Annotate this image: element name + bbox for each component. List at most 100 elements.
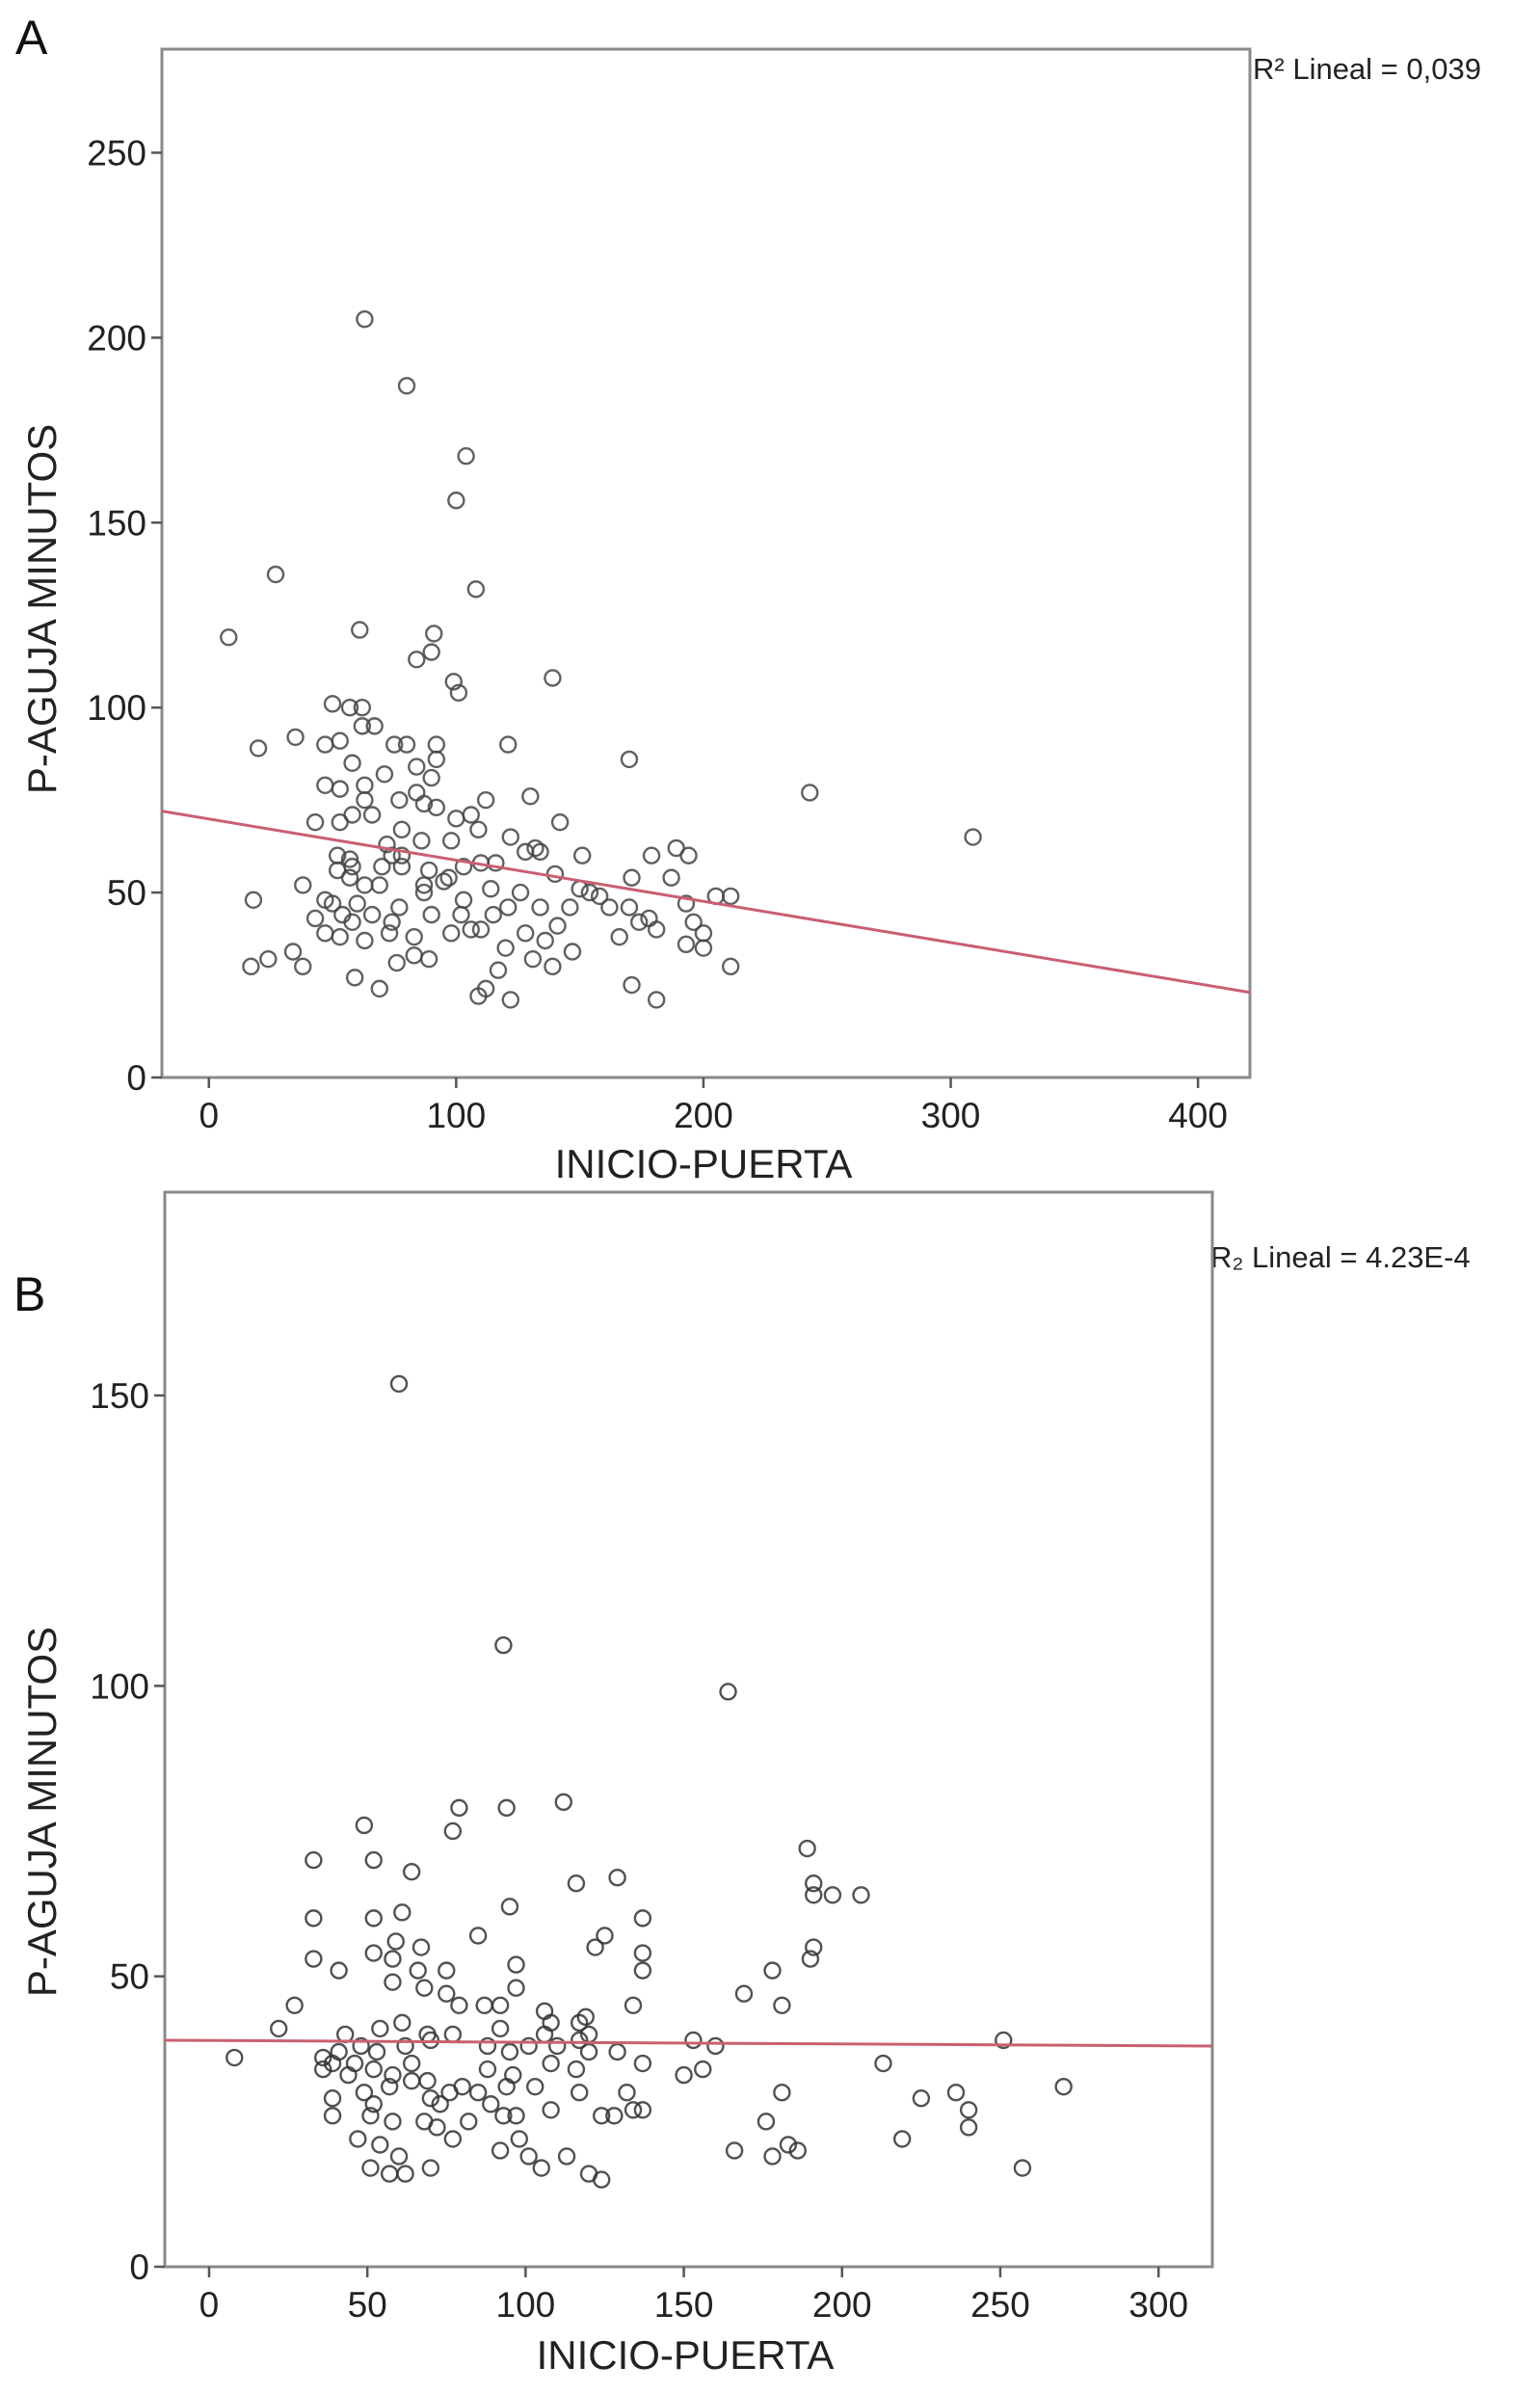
data-point [244, 891, 263, 909]
data-point [364, 1850, 383, 1870]
data-point [516, 924, 535, 943]
data-point [526, 838, 544, 858]
data-point [365, 717, 384, 735]
data-point [647, 920, 666, 939]
data-point [438, 1961, 456, 1980]
data-point [523, 949, 543, 969]
data-point [396, 2165, 414, 2183]
data-point [450, 1996, 468, 2014]
data-point [852, 1886, 870, 1904]
data-point [435, 872, 453, 891]
data-point [364, 2095, 383, 2114]
data-point [640, 909, 658, 928]
data-point [389, 1374, 409, 1394]
data-point [494, 2107, 513, 2125]
data-point [571, 2013, 589, 2033]
y-axis-label-b: P-AGUJA MINUTOS [19, 1627, 65, 1997]
data-point [393, 1903, 412, 1922]
data-point [491, 1996, 510, 2014]
data-point [725, 2141, 744, 2160]
data-point [323, 2089, 342, 2108]
data-point [526, 2077, 544, 2096]
data-point [422, 643, 440, 661]
data-point [447, 810, 465, 828]
data-point [491, 2141, 510, 2160]
data-point [373, 858, 391, 876]
data-point [313, 2048, 332, 2067]
data-point [439, 868, 458, 887]
data-point [642, 846, 661, 864]
data-point [694, 2060, 712, 2079]
data-point [226, 2048, 244, 2067]
data-point [491, 2019, 510, 2038]
data-point [788, 2141, 807, 2160]
data-point [721, 957, 740, 976]
data-point [684, 913, 703, 931]
data-point [469, 820, 488, 839]
data-point [331, 927, 349, 946]
data-point [557, 2147, 576, 2166]
data-point [323, 695, 342, 713]
data-point [535, 2002, 554, 2021]
data-point [345, 969, 364, 987]
data-point [305, 1909, 323, 1928]
data-point [542, 2013, 560, 2033]
data-point [418, 2071, 437, 2090]
data-point [419, 949, 438, 969]
data-point [355, 2083, 374, 2102]
data-point [283, 943, 303, 961]
data-point [454, 858, 473, 876]
data-point [567, 1875, 586, 1893]
data-point [361, 2107, 380, 2125]
data-point [482, 2095, 500, 2114]
x-tick-label: 300 [1128, 2285, 1188, 2325]
data-point [353, 698, 372, 717]
data-point [554, 1793, 572, 1812]
data-point [489, 961, 508, 979]
data-point [677, 935, 696, 954]
data-point [801, 1950, 820, 1968]
data-point [330, 2042, 348, 2061]
data-point [442, 832, 461, 850]
data-point [397, 735, 416, 754]
data-point [507, 1979, 525, 1997]
data-point [501, 991, 519, 1009]
data-point [305, 1850, 323, 1870]
data-point [510, 2130, 529, 2148]
y-tick-label: 150 [90, 1376, 149, 1416]
data-point [482, 880, 500, 898]
data-point [425, 625, 443, 643]
data-point [396, 2036, 414, 2056]
data-point [422, 768, 440, 787]
panel-label-a: A [15, 11, 48, 65]
data-point [531, 898, 549, 917]
data-point [531, 842, 549, 862]
data-point [497, 2077, 516, 2096]
x-tick-label: 50 [348, 2285, 387, 2325]
data-point [452, 905, 470, 924]
plot-frame-a [160, 47, 1252, 1079]
data-point [408, 651, 426, 669]
data-point [419, 861, 438, 880]
data-point [331, 731, 349, 750]
data-point [444, 673, 463, 691]
data-point [608, 1868, 626, 1887]
data-point [542, 2101, 560, 2119]
data-point [415, 1979, 434, 1997]
x-tick-label: 300 [921, 1096, 981, 1135]
x-axis-label-a: INICIO-PUERTA [555, 1141, 853, 1186]
data-point [392, 858, 412, 876]
data-point [331, 780, 349, 798]
data-point [384, 1973, 402, 1991]
x-tick-label: 0 [199, 1096, 219, 1135]
data-point [501, 828, 519, 846]
data-point [805, 1938, 823, 1956]
data-point [343, 754, 361, 772]
data-point [521, 787, 540, 806]
data-point [798, 1839, 816, 1858]
data-point [442, 924, 461, 943]
data-point [662, 868, 680, 887]
data-point [484, 905, 503, 924]
data-point [623, 868, 641, 887]
data-point [316, 891, 334, 909]
